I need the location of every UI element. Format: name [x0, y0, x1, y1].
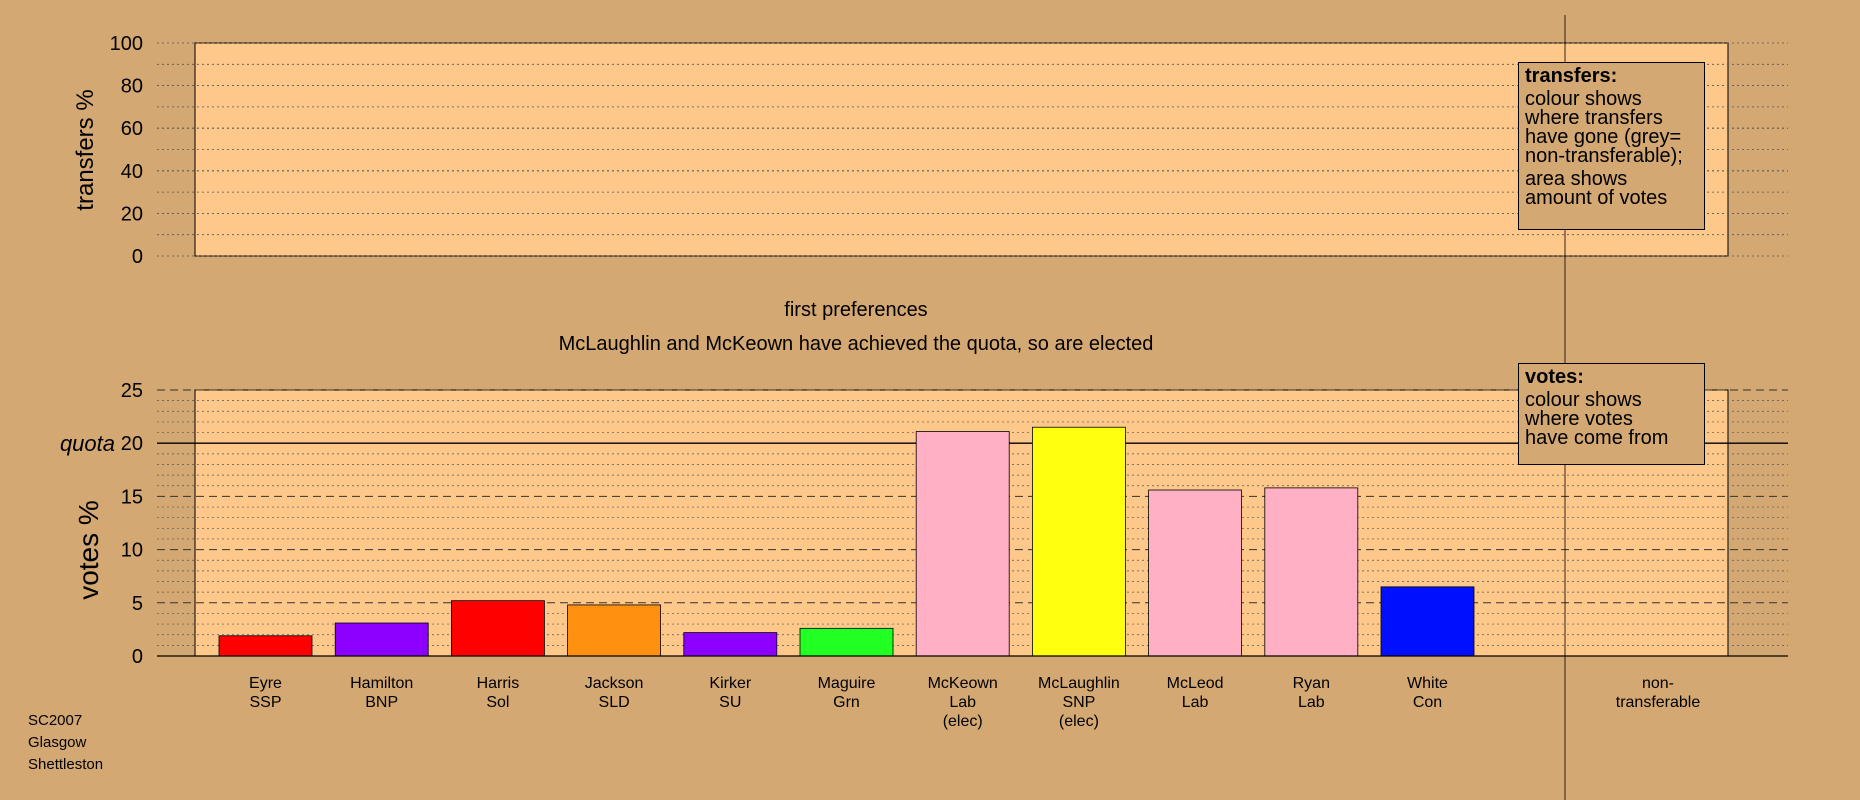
votes-tick-label: 20: [121, 433, 143, 455]
category-label-party: Lab: [1298, 694, 1325, 711]
legend-line: where transfers: [1525, 107, 1663, 129]
bar-hamilton: [334, 622, 429, 657]
transfers-legend-text-1: colour shows where transfers have gone (…: [1525, 88, 1698, 167]
transfers-tick-label: 40: [121, 161, 143, 183]
votes-tick-label: 25: [121, 380, 143, 402]
chart-subtitle: McLaughlin and McKeown have achieved the…: [559, 333, 1154, 355]
transfers-tick-label: 100: [110, 33, 143, 55]
category-label-party: SU: [719, 694, 741, 711]
chart-title: first preferences: [784, 299, 927, 321]
legend-line: colour shows: [1525, 88, 1642, 110]
bar-kirker: [683, 632, 778, 657]
nontransferable-label: non-: [1642, 675, 1674, 692]
category-label-name: McLaughlin: [1038, 675, 1120, 692]
category-label-party: SLD: [599, 694, 630, 711]
category-label-name: Harris: [477, 675, 520, 692]
footer-region: Glasgow: [28, 734, 87, 751]
votes-legend-title: votes:: [1525, 366, 1584, 388]
legend-line: non-transferable);: [1525, 145, 1683, 167]
legend-line: area shows: [1525, 168, 1628, 190]
category-label-party: SSP: [249, 694, 281, 711]
legend-line: have come from: [1525, 427, 1669, 449]
bar-white: [1380, 586, 1475, 657]
category-label-note: (elec): [943, 713, 983, 730]
bar-maguire: [799, 627, 894, 657]
category-label-party: Con: [1413, 694, 1442, 711]
votes-tick-label: 10: [121, 540, 143, 562]
constituency-footer: SC2007 Glasgow Shettleston: [28, 710, 103, 776]
category-label-party: Lab: [949, 694, 976, 711]
votes-tick-label: 15: [121, 486, 143, 508]
category-label-name: Hamilton: [350, 675, 413, 692]
bar-mckeown: [915, 431, 1010, 657]
category-label-name: McKeown: [928, 675, 998, 692]
nontransferable-label: transferable: [1616, 694, 1701, 711]
bar-eyre: [218, 635, 313, 657]
category-label-name: Ryan: [1293, 675, 1330, 692]
category-label-party: Sol: [486, 694, 509, 711]
votes-legend: votes: colour shows where votes have com…: [1518, 363, 1705, 465]
bar-harris: [450, 600, 545, 657]
transfers-legend-title: transfers:: [1525, 65, 1618, 87]
bar-ryan: [1264, 487, 1359, 657]
votes-y-axis-title: votes %: [73, 500, 104, 600]
votes-legend-text: colour shows where votes have come from: [1525, 389, 1698, 449]
transfers-legend: transfers: colour shows where transfers …: [1518, 62, 1705, 230]
bar-mcleod: [1148, 489, 1242, 657]
transfers-tick-label: 20: [121, 203, 143, 225]
category-label-name: McLeod: [1167, 675, 1224, 692]
footer-election: SC2007: [28, 712, 83, 729]
transfers-tick-label: 80: [121, 76, 143, 98]
category-label-name: Eyre: [249, 675, 282, 692]
transfers-y-axis-title: transfers %: [72, 89, 99, 210]
votes-tick-label: 5: [132, 593, 143, 615]
bar-mclaughlin: [1032, 426, 1126, 657]
quota-label: quota: [60, 431, 115, 456]
category-label-name: Jackson: [585, 675, 644, 692]
category-label-party: SNP: [1062, 694, 1095, 711]
category-label-name: Maguire: [818, 675, 876, 692]
footer-constituency: Shettleston: [28, 756, 104, 773]
transfers-tick-label: 0: [132, 246, 143, 268]
bar-jackson: [567, 604, 661, 657]
category-label-note: (elec): [1059, 713, 1099, 730]
category-label-name: White: [1407, 675, 1448, 692]
legend-line: have gone (grey=: [1525, 126, 1682, 148]
votes-tick-label: 0: [132, 646, 143, 668]
category-label-party: BNP: [365, 694, 398, 711]
transfers-legend-text-2: area shows amount of votes: [1525, 168, 1698, 209]
legend-line: amount of votes: [1525, 187, 1668, 209]
legend-line: colour shows: [1525, 389, 1642, 411]
category-label-party: Lab: [1182, 694, 1209, 711]
category-label-name: Kirker: [709, 675, 751, 692]
legend-line: where votes: [1525, 408, 1633, 430]
transfers-tick-label: 60: [121, 118, 143, 140]
category-label-party: Grn: [833, 694, 860, 711]
